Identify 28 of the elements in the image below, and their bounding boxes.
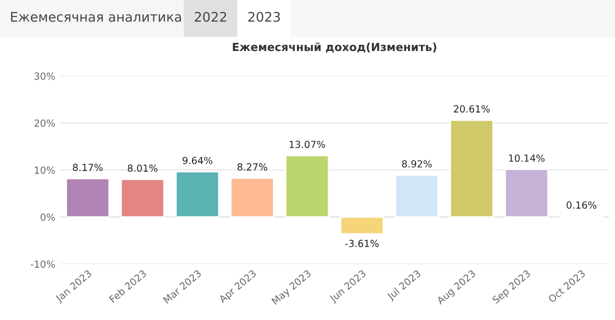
y-tick-label: -10%	[30, 260, 55, 268]
data-label: 20.61%	[454, 105, 490, 113]
data-label: 8.17%	[72, 164, 103, 172]
bar	[285, 154, 330, 218]
bar	[230, 177, 274, 218]
data-label: -3.61%	[345, 240, 379, 248]
data-label: 9.64%	[182, 156, 212, 164]
bar	[175, 170, 220, 218]
bar	[66, 178, 110, 218]
text: 2023	[248, 12, 280, 22]
data-label: 0.16%	[566, 201, 596, 209]
y-tick-label: 10%	[34, 166, 55, 174]
bar	[120, 178, 165, 218]
data-label: 8.27%	[237, 163, 268, 171]
data-label: 10.14%	[509, 154, 545, 162]
bar	[394, 174, 439, 218]
data-label: 13.07%	[290, 140, 326, 148]
y-tick-label: 20%	[34, 119, 55, 127]
y-tick-label: 30%	[34, 72, 55, 80]
data-label: 8.01%	[128, 164, 158, 172]
bar	[450, 119, 494, 218]
y-tick-label: 0%	[40, 213, 55, 221]
text: 2022	[194, 12, 226, 22]
bar	[504, 168, 549, 218]
chart-title: Ежемесячный доход(Изменить)	[232, 42, 436, 53]
text: Ежемесячная аналитика	[11, 12, 182, 22]
bar	[340, 216, 384, 235]
data-label: 8.92%	[402, 160, 432, 168]
